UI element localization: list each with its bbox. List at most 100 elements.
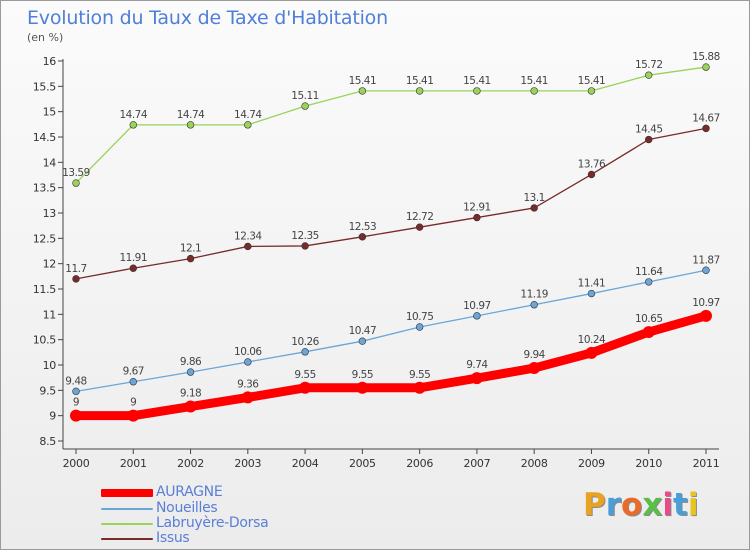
legend-label: Labruyère-Dorsa — [156, 515, 269, 531]
data-point — [528, 362, 541, 375]
data-label: 9 — [130, 397, 136, 409]
series-line — [75, 269, 707, 392]
data-point — [470, 372, 483, 385]
legend-swatch-noueilles — [101, 508, 153, 510]
data-label: 11.19 — [520, 289, 548, 301]
data-point — [702, 63, 710, 71]
y-tick-label: 9.5 — [39, 384, 56, 397]
x-tick-label: 2011 — [693, 457, 720, 470]
data-point — [356, 381, 369, 394]
data-point — [186, 121, 195, 129]
legend-swatch-issus — [101, 538, 153, 540]
data-point — [530, 301, 538, 309]
data-label: 13.76 — [578, 158, 606, 170]
data-point — [642, 326, 655, 339]
data-point — [127, 409, 140, 422]
data-point — [645, 278, 653, 286]
data-label: 9.55 — [352, 369, 373, 381]
data-point — [72, 387, 80, 396]
legend-label: Issus — [156, 530, 190, 546]
data-label: 9.18 — [180, 388, 201, 400]
data-label: 11.87 — [692, 254, 720, 266]
data-point — [301, 242, 309, 250]
data-point — [358, 87, 367, 95]
data-point — [415, 87, 424, 95]
data-label: 13.1 — [523, 192, 544, 204]
data-point — [702, 124, 710, 133]
data-label: 15.41 — [349, 75, 377, 87]
x-tick-label: 2004 — [292, 457, 319, 470]
data-point — [530, 87, 538, 95]
data-point — [241, 391, 254, 404]
data-label: 11.91 — [119, 252, 147, 264]
data-point — [415, 223, 424, 231]
x-tick-label: 2008 — [521, 457, 548, 470]
legend-swatch-labruyere-dorsa — [101, 523, 153, 525]
logo-letter: P — [583, 487, 606, 523]
x-tick-label: 2002 — [177, 457, 204, 470]
series-line — [71, 311, 711, 421]
legend-item-labruyere-dorsa: Labruyère-Dorsa — [101, 515, 361, 532]
data-label: 15.41 — [463, 75, 491, 87]
data-label: 15.41 — [578, 75, 606, 87]
data-label: 10.97 — [692, 297, 720, 309]
data-label: 10.65 — [635, 313, 663, 325]
data-label: 9.74 — [466, 359, 488, 371]
y-tick-label: 10.5 — [33, 334, 57, 347]
data-label: 11.64 — [635, 266, 663, 278]
x-tick-label: 2009 — [578, 457, 605, 470]
data-label: 9.67 — [123, 366, 144, 378]
y-tick-label: 15 — [43, 106, 57, 119]
logo-letter: i — [662, 487, 673, 523]
x-tick-label: 2005 — [349, 457, 376, 470]
data-label: 12.35 — [291, 230, 319, 242]
data-point — [358, 337, 367, 345]
data-point — [301, 348, 309, 356]
legend-label: Noueilles — [156, 500, 218, 516]
series-line — [75, 127, 707, 280]
data-label: 9.48 — [65, 375, 86, 387]
y-tick-label: 14 — [43, 156, 57, 169]
data-label: 14.74 — [234, 109, 262, 121]
data-label: 15.41 — [520, 75, 548, 87]
data-label: 14.67 — [692, 112, 720, 124]
x-tick-label: 2000 — [63, 457, 90, 470]
logo-letter: i — [687, 487, 699, 523]
data-label: 11.41 — [578, 278, 606, 290]
data-label: 9.36 — [237, 378, 259, 390]
legend-item-noueilles: Noueilles — [101, 500, 361, 517]
series-line — [75, 66, 707, 184]
data-point — [244, 358, 252, 366]
data-point — [530, 204, 538, 212]
data-label: 10.26 — [291, 336, 319, 348]
data-point — [587, 87, 596, 95]
data-label: 15.11 — [291, 90, 319, 102]
y-tick-label: 11.5 — [33, 283, 57, 296]
y-tick-label: 10 — [43, 359, 57, 372]
data-point — [301, 102, 309, 110]
data-label: 15.72 — [635, 59, 663, 71]
y-tick-label: 16 — [43, 55, 57, 68]
y-tick-label: 12.5 — [33, 232, 57, 245]
legend-item-issus: Issus — [101, 530, 361, 547]
data-label: 9.55 — [409, 369, 430, 381]
logo-letter: x — [642, 487, 663, 523]
data-label: 9.86 — [180, 356, 202, 368]
data-point — [413, 381, 426, 394]
data-point — [70, 409, 82, 422]
data-point — [358, 233, 367, 241]
data-label: 9.55 — [294, 369, 315, 381]
logo-letter: o — [621, 487, 643, 523]
x-tick-label: 2001 — [120, 457, 147, 470]
data-label: 12.91 — [463, 202, 491, 214]
chart-subtitle: (en %) — [27, 31, 64, 44]
data-point — [587, 170, 596, 179]
legend-label: AURAGNE — [156, 484, 223, 500]
data-label: 13.59 — [62, 167, 90, 179]
data-label: 9.94 — [523, 349, 545, 361]
x-tick-label: 2003 — [234, 457, 261, 470]
data-label: 12.34 — [234, 230, 262, 242]
y-tick-label: 15.5 — [33, 80, 57, 93]
data-point — [587, 289, 596, 298]
